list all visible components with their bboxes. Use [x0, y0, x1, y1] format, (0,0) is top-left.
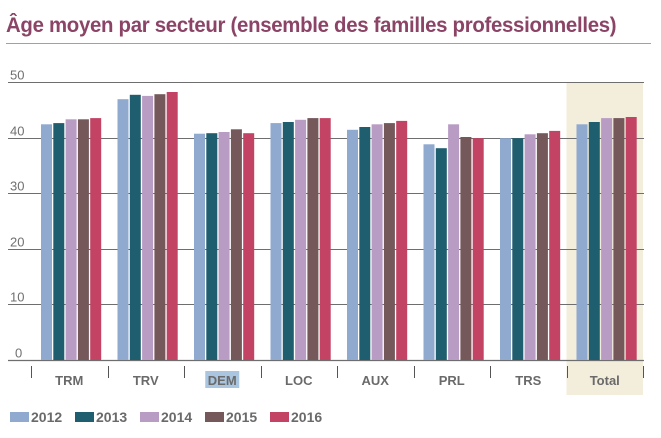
- legend-item-2014: 2014: [140, 409, 192, 425]
- y-tick-label: 10: [10, 290, 24, 305]
- legend-swatch: [75, 412, 94, 422]
- bar-prl-2016: [472, 138, 484, 360]
- bar-trs-2015: [536, 133, 548, 360]
- y-tick-label: 50: [10, 68, 24, 83]
- legend-item-2012: 2012: [10, 409, 62, 425]
- bar-trs-2012: [500, 138, 511, 360]
- y-tick-label: 20: [10, 235, 24, 250]
- bar-dem-2014: [218, 132, 230, 360]
- y-tick-label: 40: [10, 124, 24, 139]
- legend-label: 2012: [31, 409, 62, 425]
- bar-total-2015: [613, 118, 625, 360]
- y-tick-label: 0: [15, 346, 22, 361]
- bar-trv-2013: [129, 94, 141, 361]
- bar-total-2012: [576, 124, 588, 360]
- legend-item-2013: 2013: [75, 409, 127, 425]
- title-underline: [6, 43, 651, 44]
- bar-prl-2014: [448, 124, 460, 360]
- legend-item-2015: 2015: [205, 409, 257, 425]
- bar-trm-2015: [77, 119, 89, 360]
- bar-trm-2012: [41, 124, 52, 360]
- bar-total-2014: [601, 118, 613, 360]
- bar-total-2013: [588, 122, 600, 360]
- bar-trs-2013: [512, 138, 524, 360]
- bar-prl-2015: [460, 137, 472, 360]
- x-tick-label-dem: DEM: [208, 373, 237, 388]
- x-tick-label-total: Total: [590, 373, 620, 388]
- legend-label: 2016: [291, 409, 322, 425]
- bar-dem-2016: [243, 133, 255, 360]
- legend-item-2016: 2016: [270, 409, 322, 425]
- bar-trm-2013: [53, 123, 65, 360]
- bar-trm-2014: [65, 119, 77, 360]
- bar-aux-2014: [371, 124, 383, 360]
- bar-aux-2012: [347, 129, 358, 360]
- bar-trv-2014: [142, 95, 154, 361]
- bar-loc-2014: [295, 119, 307, 360]
- bar-trv-2016: [166, 92, 178, 360]
- bar-total-2016: [625, 117, 637, 360]
- legend-label: 2013: [96, 409, 127, 425]
- bar-dem-2013: [206, 133, 218, 360]
- bar-trv-2012: [117, 99, 129, 360]
- bar-loc-2016: [319, 118, 331, 360]
- bar-trm-2016: [90, 118, 102, 360]
- bar-trs-2014: [524, 134, 536, 360]
- legend-swatch: [140, 412, 159, 422]
- bar-dem-2012: [194, 133, 205, 360]
- y-tick-label: 30: [10, 179, 24, 194]
- x-tick-label-trv: TRV: [133, 373, 159, 388]
- chart-title: Âge moyen par secteur (ensemble des fami…: [6, 14, 617, 37]
- selected-label-highlight: [205, 371, 240, 388]
- bar-loc-2015: [307, 118, 319, 360]
- bar-loc-2012: [270, 123, 282, 360]
- x-tick-label-prl: PRL: [439, 373, 465, 388]
- x-tick-label-loc: LOC: [285, 373, 313, 388]
- x-tick-label-aux: AUX: [362, 373, 390, 388]
- bar-aux-2013: [359, 127, 371, 360]
- bar-aux-2016: [396, 120, 408, 361]
- bar-trv-2015: [154, 94, 166, 360]
- legend-label: 2014: [161, 409, 192, 425]
- x-tick-label-trs: TRS: [515, 373, 541, 388]
- bar-prl-2012: [423, 144, 435, 360]
- legend-swatch: [10, 412, 29, 422]
- legend-swatch: [270, 412, 289, 422]
- legend-label: 2015: [226, 409, 257, 425]
- bar-dem-2015: [230, 129, 242, 360]
- x-tick-label-trm: TRM: [55, 373, 83, 388]
- bar-aux-2015: [383, 123, 395, 360]
- bar-loc-2013: [282, 122, 294, 360]
- bar-trs-2016: [549, 130, 561, 360]
- legend-swatch: [205, 412, 224, 422]
- bar-prl-2013: [435, 148, 447, 360]
